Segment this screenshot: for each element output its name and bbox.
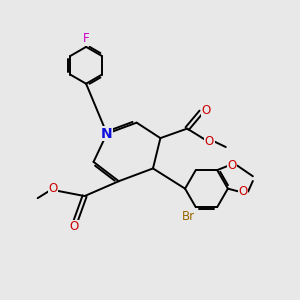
Text: N: N [101,127,113,141]
Text: F: F [83,32,89,45]
Text: O: O [227,159,237,172]
Text: O: O [205,135,214,148]
Text: O: O [238,185,248,198]
Text: O: O [202,104,211,117]
Text: O: O [49,182,58,195]
Text: Br: Br [182,210,195,223]
Text: O: O [70,220,79,233]
